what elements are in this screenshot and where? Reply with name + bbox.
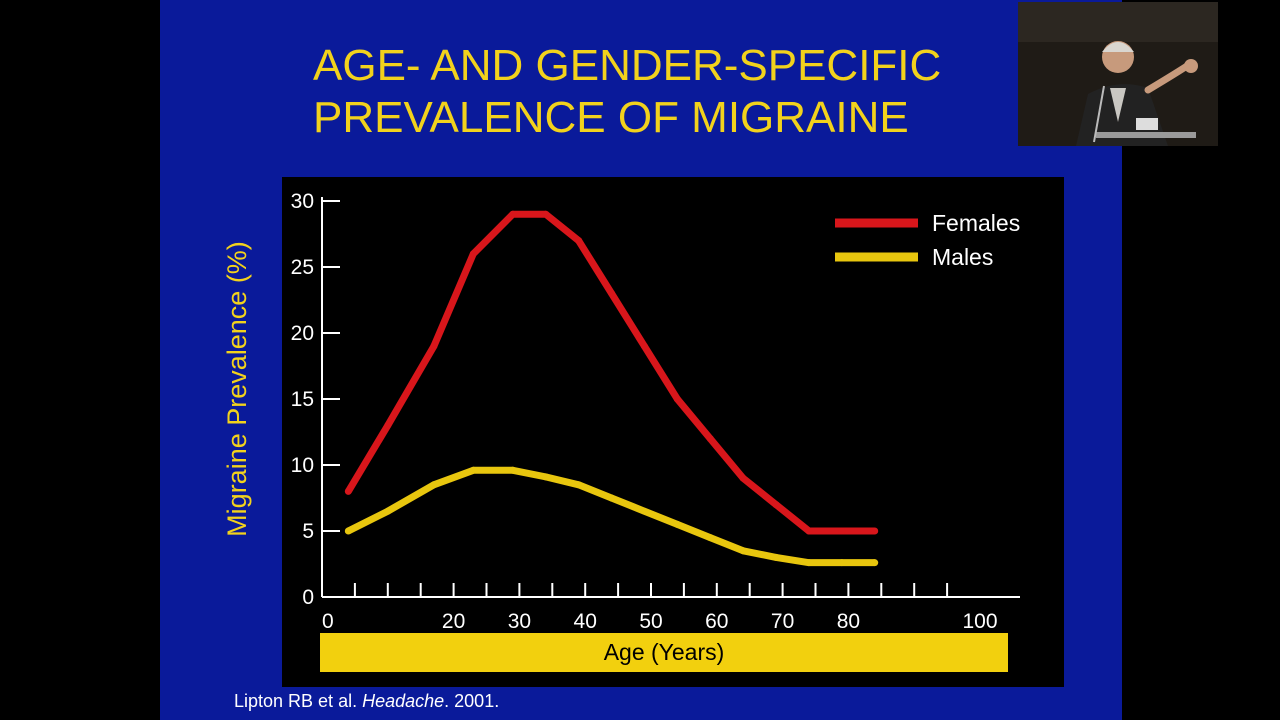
data-point-males <box>805 559 813 567</box>
data-point-females <box>542 210 550 218</box>
x-axis-label-band <box>320 633 1008 672</box>
data-point-females <box>509 210 517 218</box>
y-axis-title: Migraine Prevalence (%) <box>222 241 252 537</box>
data-point-males <box>575 481 583 489</box>
slide-title: AGE- AND GENDER-SPECIFIC PREVALENCE OF M… <box>313 40 1033 144</box>
data-point-males <box>706 534 714 542</box>
citation-journal: Headache <box>362 691 445 711</box>
presenter-video-icon <box>1018 2 1218 146</box>
data-point-males <box>542 473 550 481</box>
data-point-females <box>838 527 846 535</box>
data-point-males <box>509 466 517 474</box>
x-tick-label: 40 <box>574 610 597 633</box>
data-point-females <box>575 237 583 245</box>
y-tick-label: 5 <box>302 520 314 543</box>
data-point-males <box>838 559 846 567</box>
x-tick-label: 20 <box>442 610 465 633</box>
title-line-1: AGE- AND GENDER-SPECIFIC <box>313 41 942 90</box>
data-point-males <box>673 520 681 528</box>
data-point-females <box>805 527 813 535</box>
y-tick-label: 30 <box>291 190 314 213</box>
x-tick-label: 0 <box>322 610 334 633</box>
data-point-females <box>608 289 616 297</box>
data-point-females <box>344 487 352 495</box>
data-point-males <box>608 494 616 502</box>
citation-authors: Lipton RB et al. <box>234 691 363 711</box>
prevalence-line-chart: 0 5 10 15 20 25 30 0 20 30 40 50 60 70 80 100 Females Ma… <box>222 190 1020 672</box>
data-point-males <box>430 481 438 489</box>
data-point-males <box>469 466 477 474</box>
data-point-females <box>739 474 747 482</box>
citation: Lipton RB et al. Headache. 2001. <box>234 691 499 712</box>
series-line-females <box>345 210 875 535</box>
x-tick-label: 50 <box>639 610 662 633</box>
x-tick-label: 80 <box>837 610 860 633</box>
legend-label-females: Females <box>932 210 1020 236</box>
data-point-females <box>384 421 392 429</box>
citation-year: . 2001. <box>444 691 500 711</box>
data-point-males <box>739 547 747 555</box>
data-point-females <box>772 501 780 509</box>
title-line-2: PREVALENCE OF MIGRAINE <box>313 93 909 142</box>
series-line-males <box>346 466 875 567</box>
data-point-males <box>772 553 780 561</box>
data-point-females <box>673 395 681 403</box>
data-point-males <box>640 507 648 515</box>
data-point-males <box>384 507 392 515</box>
presenter-video-thumbnail <box>1018 2 1218 146</box>
x-tick-label: 70 <box>771 610 794 633</box>
y-tick-label: 10 <box>291 454 314 477</box>
x-tick-label: 30 <box>508 610 531 633</box>
x-axis-title: Age (Years) <box>604 639 725 665</box>
data-point-females <box>469 250 477 258</box>
y-tick-label: 0 <box>302 586 314 609</box>
data-point-females <box>871 527 879 535</box>
chart-panel: 0 5 10 15 20 25 30 0 20 30 40 50 60 70 80 100 Females Ma… <box>222 177 1064 687</box>
data-point-females <box>430 342 438 350</box>
data-point-females <box>640 342 648 350</box>
x-tick-label: 100 <box>962 610 997 633</box>
data-point-males <box>344 527 352 535</box>
y-tick-label: 15 <box>291 388 314 411</box>
data-point-males <box>871 559 879 567</box>
y-tick-label: 25 <box>291 256 314 279</box>
x-tick-label: 60 <box>705 610 728 633</box>
data-point-females <box>706 435 714 443</box>
y-tick-label: 20 <box>291 322 314 345</box>
legend-label-males: Males <box>932 244 993 270</box>
